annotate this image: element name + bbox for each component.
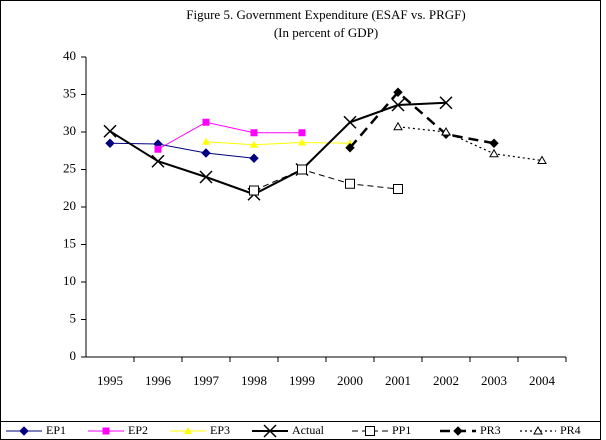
x-tick-label: 1995	[97, 373, 123, 388]
y-tick-label: 30	[63, 123, 76, 138]
marker	[298, 129, 306, 137]
marker	[537, 155, 547, 164]
marker	[393, 184, 403, 194]
marker	[441, 126, 451, 136]
marker	[250, 129, 258, 137]
marker	[154, 145, 162, 153]
marker	[263, 424, 277, 438]
marker	[19, 426, 29, 436]
marker	[199, 170, 213, 184]
marker	[345, 178, 355, 189]
marker	[250, 140, 258, 148]
marker	[102, 427, 110, 435]
x-tick-label: 2001	[385, 373, 411, 388]
marker	[391, 98, 405, 112]
series-line	[205, 141, 351, 146]
marker	[151, 154, 165, 168]
x-tick-label: 1998	[241, 373, 267, 388]
marker	[533, 425, 543, 435]
x-tick-label: 1996	[145, 373, 172, 388]
marker	[249, 185, 259, 196]
legend-label: EP3	[210, 423, 230, 437]
y-tick-label: 20	[63, 198, 76, 213]
x-tick-label: 1999	[289, 373, 315, 388]
marker	[201, 148, 211, 158]
y-tick-label: 15	[63, 235, 76, 250]
marker	[489, 138, 499, 148]
y-tick-label: 25	[63, 160, 76, 175]
x-tick-label: 2004	[529, 373, 556, 388]
marker	[249, 153, 259, 163]
marker	[489, 148, 499, 158]
marker	[393, 87, 403, 97]
marker	[202, 137, 210, 145]
legend-label: PR3	[480, 423, 501, 437]
x-tick-label: 2003	[481, 373, 507, 388]
x-tick-label: 1997	[193, 373, 220, 388]
y-tick-label: 5	[70, 310, 77, 325]
marker	[184, 427, 192, 434]
marker	[105, 138, 115, 148]
y-tick-label: 0	[70, 348, 77, 363]
series-line	[157, 121, 302, 150]
legend-label: PP1	[392, 423, 411, 437]
y-tick-label: 40	[63, 48, 76, 63]
series-line	[109, 142, 255, 159]
chart-subtitle: (In percent of GDP)	[274, 25, 378, 40]
y-tick-label: 35	[63, 85, 76, 100]
marker	[202, 118, 210, 126]
series-line	[397, 126, 543, 162]
marker	[365, 426, 375, 436]
chart-title: Figure 5. Government Expenditure (ESAF v…	[186, 7, 465, 22]
marker	[343, 115, 357, 129]
y-tick-label: 10	[63, 273, 76, 288]
legend-label: EP1	[46, 423, 66, 437]
marker	[393, 121, 403, 131]
series-line	[349, 90, 495, 149]
marker	[439, 96, 453, 110]
series-line	[109, 101, 447, 196]
legend-label: PR4	[560, 423, 581, 437]
legend-label: EP2	[128, 423, 148, 437]
marker	[297, 164, 307, 175]
marker	[298, 138, 306, 146]
x-tick-label: 2002	[433, 373, 459, 388]
marker	[345, 143, 355, 153]
marker	[103, 124, 117, 138]
x-tick-label: 2000	[337, 373, 363, 388]
marker	[453, 426, 463, 436]
legend-label: Actual	[292, 423, 325, 437]
